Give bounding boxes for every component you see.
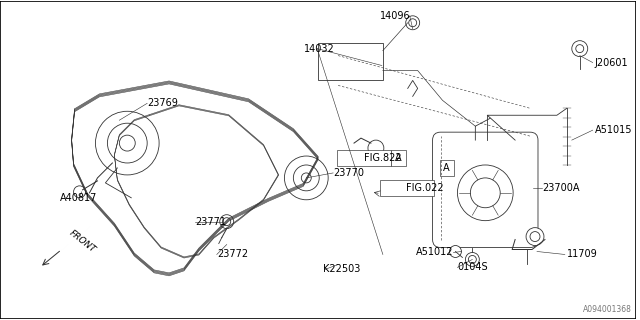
Text: 14096: 14096 bbox=[380, 11, 410, 21]
Text: A40817: A40817 bbox=[60, 193, 97, 203]
FancyBboxPatch shape bbox=[337, 150, 391, 166]
Text: FIG.022: FIG.022 bbox=[406, 183, 444, 193]
Circle shape bbox=[449, 245, 461, 258]
Circle shape bbox=[293, 165, 319, 191]
Text: A51012: A51012 bbox=[415, 247, 453, 258]
Text: FIG.822: FIG.822 bbox=[364, 153, 401, 163]
Circle shape bbox=[223, 218, 230, 226]
Text: J20601: J20601 bbox=[595, 58, 628, 68]
Circle shape bbox=[409, 19, 417, 27]
Text: A: A bbox=[443, 163, 450, 173]
Text: 14032: 14032 bbox=[304, 44, 335, 54]
FancyBboxPatch shape bbox=[440, 160, 454, 176]
Circle shape bbox=[572, 41, 588, 57]
Circle shape bbox=[284, 156, 328, 200]
Circle shape bbox=[220, 215, 234, 228]
Circle shape bbox=[530, 232, 540, 242]
Text: A51015: A51015 bbox=[595, 125, 632, 135]
Circle shape bbox=[526, 228, 544, 245]
Text: 0104S: 0104S bbox=[458, 262, 488, 272]
FancyBboxPatch shape bbox=[433, 132, 538, 247]
FancyBboxPatch shape bbox=[391, 150, 406, 166]
Text: FRONT: FRONT bbox=[68, 228, 97, 254]
Text: 23771: 23771 bbox=[195, 217, 226, 227]
Circle shape bbox=[301, 173, 311, 183]
Text: K22503: K22503 bbox=[323, 264, 360, 274]
Bar bbox=[318, 43, 383, 80]
Text: 11709: 11709 bbox=[567, 250, 598, 260]
Text: 23772: 23772 bbox=[217, 250, 248, 260]
Text: A: A bbox=[394, 153, 401, 163]
Circle shape bbox=[468, 255, 476, 263]
Text: 23769: 23769 bbox=[147, 98, 178, 108]
Text: 23700A: 23700A bbox=[542, 183, 579, 193]
Circle shape bbox=[119, 135, 135, 151]
Circle shape bbox=[470, 178, 500, 208]
Circle shape bbox=[576, 45, 584, 52]
FancyBboxPatch shape bbox=[380, 180, 433, 196]
Text: A094001368: A094001368 bbox=[582, 305, 632, 314]
Circle shape bbox=[458, 165, 513, 221]
Circle shape bbox=[368, 140, 384, 156]
Circle shape bbox=[406, 16, 420, 30]
Text: 23770: 23770 bbox=[333, 168, 364, 178]
Circle shape bbox=[465, 252, 479, 267]
Circle shape bbox=[74, 186, 86, 198]
Circle shape bbox=[95, 111, 159, 175]
Circle shape bbox=[108, 123, 147, 163]
